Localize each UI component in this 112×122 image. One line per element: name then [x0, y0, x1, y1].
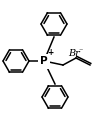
Text: Br: Br	[67, 50, 79, 59]
Text: +: +	[47, 48, 53, 57]
Text: P: P	[40, 56, 47, 66]
Text: ⁻: ⁻	[78, 46, 82, 56]
